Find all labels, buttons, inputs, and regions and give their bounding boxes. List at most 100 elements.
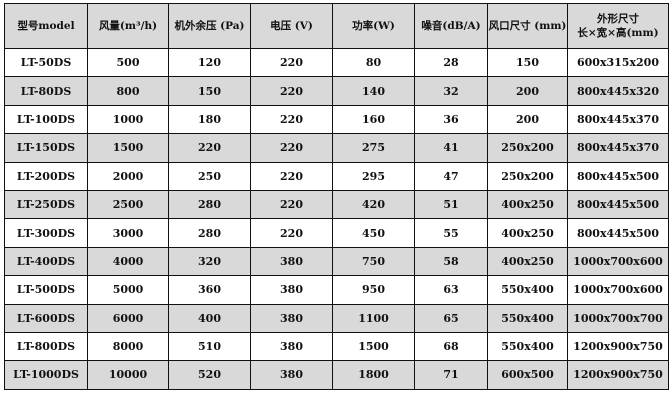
cell-noise: 71 <box>414 360 488 390</box>
cell-power: 140 <box>332 76 415 106</box>
cell-dimensions: 800x445x500 <box>567 218 669 248</box>
header-noise: 噪音(dB/A) <box>414 3 488 49</box>
cell-power: 1800 <box>332 360 415 390</box>
cell-model: LT-100DS <box>4 104 88 135</box>
cell-model: LT-1000DS <box>4 360 88 390</box>
cell-voltage: 220 <box>250 161 333 191</box>
cell-voltage: 380 <box>250 331 333 362</box>
cell-external-pressure: 220 <box>168 133 251 163</box>
cell-voltage: 380 <box>250 303 333 333</box>
cell-power: 80 <box>332 47 415 78</box>
cell-external-pressure: 150 <box>168 76 251 106</box>
cell-noise: 63 <box>414 275 488 305</box>
cell-airflow: 8000 <box>87 331 169 362</box>
cell-duct-size: 400x250 <box>487 189 568 220</box>
cell-voltage: 220 <box>250 76 333 106</box>
cell-dimensions: 1200x900x750 <box>567 360 669 390</box>
cell-model: LT-150DS <box>4 133 88 163</box>
cell-noise: 32 <box>414 76 488 106</box>
header-dimensions: 外形尺寸 长×宽×高(mm) <box>567 3 669 49</box>
cell-noise: 68 <box>414 331 488 362</box>
cell-voltage: 220 <box>250 189 333 220</box>
cell-external-pressure: 280 <box>168 189 251 220</box>
cell-noise: 41 <box>414 133 488 163</box>
cell-model: LT-800DS <box>4 331 88 362</box>
table-row: LT-300DS 3000 280 220 450 55 400x250 800x445x50… <box>4 218 669 248</box>
cell-duct-size: 250x200 <box>487 161 568 191</box>
cell-airflow: 3000 <box>87 218 169 248</box>
cell-model: LT-250DS <box>4 189 88 220</box>
cell-power: 420 <box>332 189 415 220</box>
table-row: LT-250DS 2500 280 220 420 51 400x250 800x445x50… <box>4 189 669 220</box>
table-row: LT-200DS 2000 250 220 295 47 250x200 800x445x50… <box>4 161 669 191</box>
cell-duct-size: 400x250 <box>487 218 568 248</box>
cell-external-pressure: 250 <box>168 161 251 191</box>
cell-dimensions: 800x445x500 <box>567 189 669 220</box>
cell-external-pressure: 120 <box>168 47 251 78</box>
cell-voltage: 220 <box>250 218 333 248</box>
cell-duct-size: 400x250 <box>487 246 568 277</box>
cell-noise: 51 <box>414 189 488 220</box>
cell-model: LT-500DS <box>4 275 88 305</box>
cell-duct-size: 200 <box>487 104 568 135</box>
cell-external-pressure: 180 <box>168 104 251 135</box>
cell-dimensions: 1000x700x600 <box>567 275 669 305</box>
cell-duct-size: 550x400 <box>487 303 568 333</box>
cell-dimensions: 800x445x370 <box>567 133 669 163</box>
header-external-pressure: 机外余压 (Pa) <box>168 3 251 49</box>
header-row: 型号model 风量(m³/h) 机外余压 (Pa) 电压 (V) 功率(W) … <box>4 3 669 49</box>
cell-dimensions: 1200x900x750 <box>567 331 669 362</box>
table-row: LT-1000DS 10000 520 380 1800 71 600x500 1200x90… <box>4 360 669 390</box>
cell-dimensions: 800x445x370 <box>567 104 669 135</box>
table-row: LT-100DS 1000 180 220 160 36 200 800x445x370 <box>4 104 669 135</box>
cell-dimensions: 800x445x320 <box>567 76 669 106</box>
cell-noise: 58 <box>414 246 488 277</box>
header-dimensions-line2: 长×宽×高(mm) <box>577 27 659 39</box>
cell-voltage: 220 <box>250 133 333 163</box>
cell-duct-size: 200 <box>487 76 568 106</box>
cell-model: LT-400DS <box>4 246 88 277</box>
cell-external-pressure: 510 <box>168 331 251 362</box>
cell-voltage: 380 <box>250 360 333 390</box>
cell-noise: 65 <box>414 303 488 333</box>
cell-power: 1100 <box>332 303 415 333</box>
cell-duct-size: 600x500 <box>487 360 568 390</box>
cell-power: 160 <box>332 104 415 135</box>
cell-power: 1500 <box>332 331 415 362</box>
cell-power: 295 <box>332 161 415 191</box>
cell-voltage: 220 <box>250 47 333 78</box>
cell-duct-size: 550x400 <box>487 331 568 362</box>
table-row: LT-800DS 8000 510 380 1500 68 550x400 1200x900x… <box>4 331 669 362</box>
cell-power: 450 <box>332 218 415 248</box>
cell-noise: 36 <box>414 104 488 135</box>
cell-airflow: 800 <box>87 76 169 106</box>
cell-duct-size: 550x400 <box>487 275 568 305</box>
cell-model: LT-50DS <box>4 47 88 78</box>
cell-noise: 28 <box>414 47 488 78</box>
cell-power: 950 <box>332 275 415 305</box>
cell-dimensions: 1000x700x600 <box>567 246 669 277</box>
product-spec-table: 型号model 风量(m³/h) 机外余压 (Pa) 电压 (V) 功率(W) … <box>4 3 669 390</box>
cell-airflow: 5000 <box>87 275 169 305</box>
header-duct-size: 风口尺寸 (mm) <box>487 3 568 49</box>
cell-noise: 55 <box>414 218 488 248</box>
cell-duct-size: 250x200 <box>487 133 568 163</box>
cell-power: 275 <box>332 133 415 163</box>
cell-voltage: 380 <box>250 246 333 277</box>
cell-airflow: 1000 <box>87 104 169 135</box>
cell-voltage: 220 <box>250 104 333 135</box>
cell-voltage: 380 <box>250 275 333 305</box>
cell-airflow: 6000 <box>87 303 169 333</box>
cell-external-pressure: 520 <box>168 360 251 390</box>
cell-external-pressure: 360 <box>168 275 251 305</box>
table-row: LT-80DS 800 150 220 140 32 200 800x445x320 <box>4 76 669 106</box>
cell-model: LT-200DS <box>4 161 88 191</box>
cell-airflow: 4000 <box>87 246 169 277</box>
cell-airflow: 1500 <box>87 133 169 163</box>
cell-dimensions: 800x445x500 <box>567 161 669 191</box>
header-model: 型号model <box>4 3 88 49</box>
table-row: LT-150DS 1500 220 220 275 41 250x200 800x445x37… <box>4 133 669 163</box>
header-voltage: 电压 (V) <box>250 3 333 49</box>
table-row: LT-500DS 5000 360 380 950 63 550x400 1000x700x6… <box>4 275 669 305</box>
cell-airflow: 2000 <box>87 161 169 191</box>
